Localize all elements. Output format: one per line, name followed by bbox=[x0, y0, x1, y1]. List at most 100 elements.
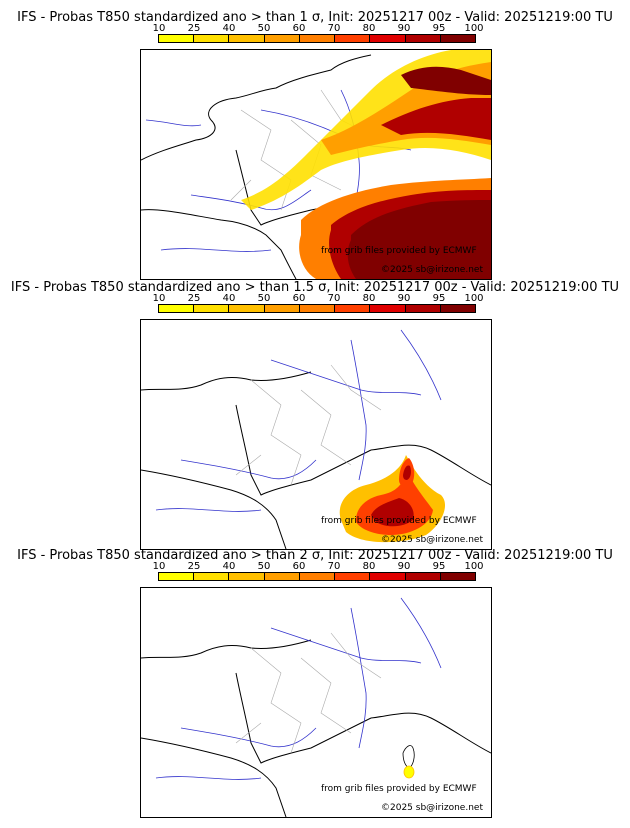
river bbox=[180, 459, 317, 480]
colorbar-segment bbox=[370, 305, 406, 312]
tick-label: 80 bbox=[362, 23, 376, 34]
river bbox=[350, 339, 367, 481]
tick-label: 80 bbox=[362, 561, 376, 572]
tick-label: 70 bbox=[327, 293, 341, 304]
colorbar-segment bbox=[194, 305, 230, 312]
colorbar-segment bbox=[194, 573, 230, 580]
tick-label: 50 bbox=[257, 293, 271, 304]
coastline bbox=[402, 745, 415, 769]
tick-label: 10 bbox=[152, 293, 166, 304]
source-credit: from grib files provided by ECMWF bbox=[321, 246, 477, 256]
colorbar-segment bbox=[299, 573, 336, 580]
tick-label: 40 bbox=[222, 293, 236, 304]
river bbox=[155, 776, 262, 780]
river bbox=[160, 248, 272, 252]
tick-label: 10 bbox=[152, 23, 166, 34]
river bbox=[155, 508, 262, 512]
colorbar-segment bbox=[264, 35, 300, 42]
colorbar-segment bbox=[335, 573, 371, 580]
river bbox=[400, 329, 442, 401]
map-panel-1: IFS - Probas T850 standardized ano > tha… bbox=[0, 10, 630, 280]
prob-area bbox=[371, 498, 414, 527]
map-panel-3: IFS - Probas T850 standardized ano > tha… bbox=[0, 548, 630, 818]
colorbar-segment bbox=[440, 573, 475, 580]
tick-label: 90 bbox=[397, 293, 411, 304]
colorbar-segment bbox=[159, 305, 195, 312]
river bbox=[350, 607, 367, 749]
coastline bbox=[370, 712, 491, 754]
colorbar-segment bbox=[229, 35, 265, 42]
coastline bbox=[141, 737, 287, 817]
tick-label: 100 bbox=[464, 23, 484, 34]
probability-map: from grib files provided by ECMWF ©2025 … bbox=[140, 319, 492, 550]
colorbar-segment bbox=[440, 305, 475, 312]
prob-area bbox=[403, 765, 415, 779]
colorbar-segment bbox=[194, 35, 230, 42]
tick-label: 10 bbox=[152, 561, 166, 572]
coastline bbox=[235, 404, 372, 496]
coastline bbox=[141, 639, 312, 659]
copyright-credit: ©2025 sb@irizone.net bbox=[381, 535, 483, 545]
border bbox=[235, 632, 382, 754]
colorbar-segment bbox=[229, 305, 265, 312]
tick-label: 50 bbox=[257, 23, 271, 34]
source-credit: from grib files provided by ECMWF bbox=[321, 516, 477, 526]
tick-label: 25 bbox=[187, 23, 201, 34]
map-drawing bbox=[141, 50, 491, 279]
tick-label: 25 bbox=[187, 293, 201, 304]
colorbar-segment bbox=[264, 573, 300, 580]
colorbar-segment bbox=[370, 35, 406, 42]
coastline bbox=[235, 672, 372, 764]
tick-label: 40 bbox=[222, 561, 236, 572]
prob-area bbox=[347, 200, 491, 279]
map-drawing bbox=[141, 597, 491, 817]
colorbar-segment bbox=[440, 35, 475, 42]
coastline bbox=[141, 371, 312, 391]
coastline bbox=[370, 444, 491, 486]
river bbox=[270, 359, 422, 396]
colorbar bbox=[158, 572, 476, 581]
colorbar-segment bbox=[299, 35, 336, 42]
colorbar-segment bbox=[405, 305, 441, 312]
colorbar bbox=[158, 34, 476, 43]
river bbox=[145, 119, 202, 127]
colorbar-segment bbox=[264, 305, 300, 312]
tick-label: 100 bbox=[464, 561, 484, 572]
colorbar-segment bbox=[159, 35, 195, 42]
border bbox=[235, 364, 382, 486]
tick-label: 25 bbox=[187, 561, 201, 572]
colorbar-segment bbox=[405, 35, 441, 42]
colorbar-segment bbox=[229, 573, 265, 580]
colorbar-ticks: 10 25 40 50 60 70 80 90 95 100 bbox=[153, 293, 484, 304]
tick-label: 90 bbox=[397, 561, 411, 572]
map-panel-2: IFS - Probas T850 standardized ano > tha… bbox=[0, 280, 630, 550]
river bbox=[270, 627, 422, 664]
panel-title: IFS - Probas T850 standardized ano > tha… bbox=[17, 10, 613, 25]
tick-label: 70 bbox=[327, 23, 341, 34]
tick-label: 60 bbox=[292, 561, 306, 572]
colorbar-ticks: 10 25 40 50 60 70 80 90 95 100 bbox=[153, 561, 484, 572]
prob-area bbox=[401, 66, 491, 95]
colorbar bbox=[158, 304, 476, 313]
tick-label: 60 bbox=[292, 23, 306, 34]
panel-title: IFS - Probas T850 standardized ano > tha… bbox=[17, 548, 613, 563]
river bbox=[400, 597, 442, 669]
probability-map: from grib files provided by ECMWF ©2025 … bbox=[140, 587, 492, 818]
river bbox=[180, 727, 317, 748]
tick-label: 95 bbox=[432, 293, 446, 304]
copyright-credit: ©2025 sb@irizone.net bbox=[381, 803, 483, 813]
source-credit: from grib files provided by ECMWF bbox=[321, 784, 477, 794]
coastline bbox=[141, 209, 297, 279]
coastline bbox=[141, 54, 372, 161]
coastline bbox=[141, 469, 287, 549]
colorbar-segment bbox=[335, 305, 371, 312]
tick-label: 95 bbox=[432, 561, 446, 572]
copyright-credit: ©2025 sb@irizone.net bbox=[381, 265, 483, 275]
prob-area bbox=[381, 98, 491, 140]
colorbar-segment bbox=[335, 35, 371, 42]
colorbar-segment bbox=[159, 573, 195, 580]
colorbar-segment bbox=[299, 305, 336, 312]
tick-label: 50 bbox=[257, 561, 271, 572]
colorbar-segment bbox=[405, 573, 441, 580]
panel-title: IFS - Probas T850 standardized ano > tha… bbox=[10, 280, 620, 295]
